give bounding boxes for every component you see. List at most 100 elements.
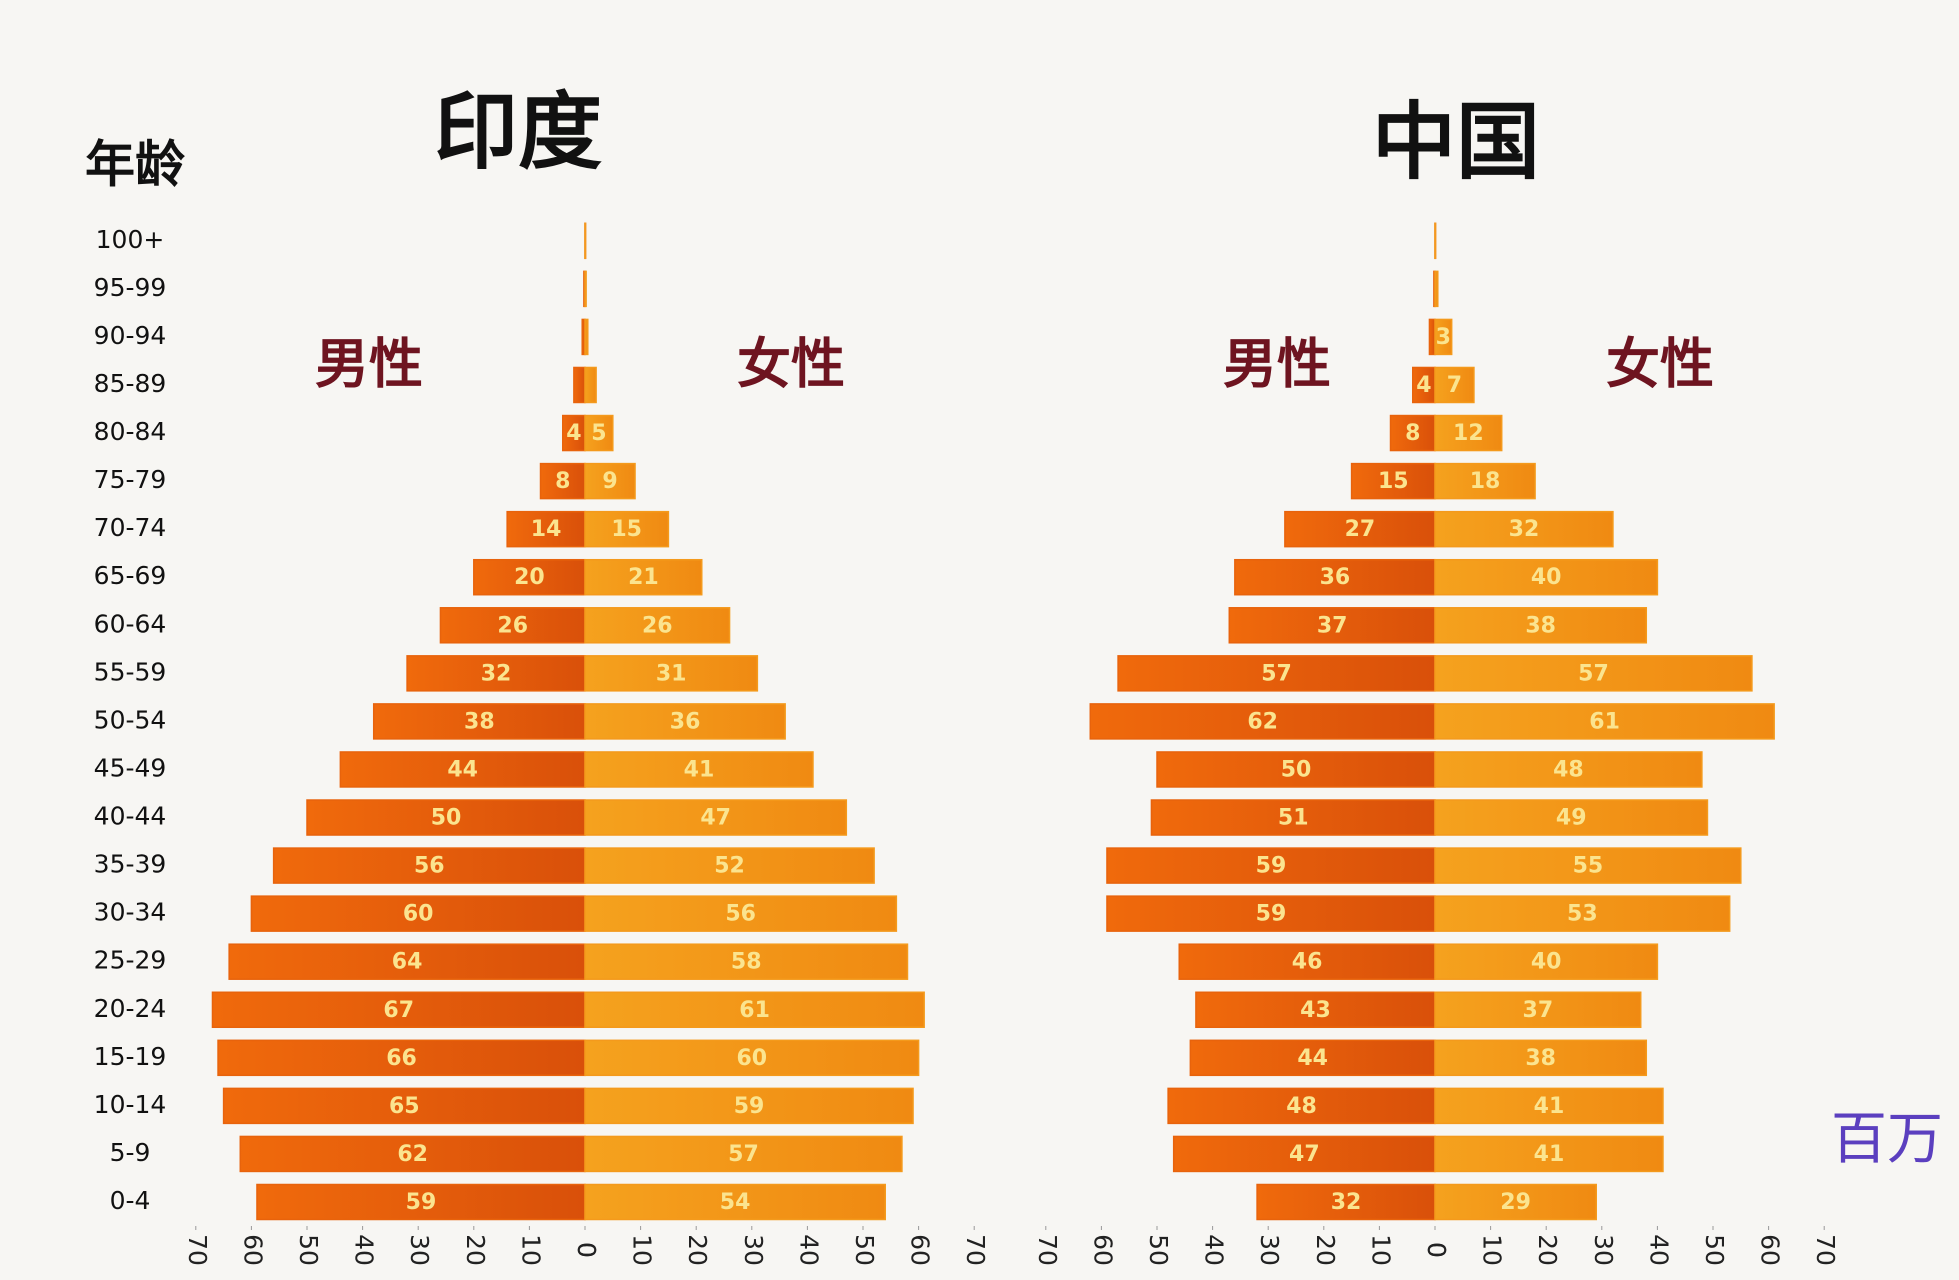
age-label: 5-9 bbox=[110, 1138, 151, 1167]
value-label: 4 bbox=[1416, 373, 1431, 398]
bar bbox=[1117, 655, 1436, 692]
value-label: 8 bbox=[1405, 421, 1420, 446]
value-label: 38 bbox=[1525, 1046, 1556, 1071]
value-label: 49 bbox=[1556, 806, 1587, 831]
value-label: 56 bbox=[725, 902, 756, 927]
x-tick-label: 50 bbox=[1144, 1234, 1173, 1266]
bar bbox=[1228, 607, 1436, 644]
value-label: 9 bbox=[602, 469, 617, 494]
bar bbox=[584, 1087, 914, 1125]
x-tick-label: 0 bbox=[1422, 1242, 1451, 1258]
value-label: 64 bbox=[392, 950, 423, 975]
bar bbox=[584, 943, 909, 980]
bar bbox=[1178, 943, 1436, 980]
value-label: 50 bbox=[1281, 757, 1312, 782]
value-label: 67 bbox=[383, 998, 414, 1023]
value-label: 14 bbox=[531, 517, 562, 542]
bar bbox=[439, 607, 586, 644]
value-label: 58 bbox=[731, 950, 762, 975]
bar bbox=[584, 895, 898, 932]
value-label: 59 bbox=[1256, 854, 1287, 879]
bar bbox=[1156, 751, 1436, 788]
bar bbox=[250, 895, 586, 932]
value-label: 48 bbox=[1553, 757, 1584, 782]
bar bbox=[584, 655, 759, 692]
x-tick-label: 40 bbox=[350, 1234, 379, 1266]
value-label: 5 bbox=[591, 421, 606, 446]
bar bbox=[256, 1183, 586, 1221]
bar bbox=[539, 462, 586, 500]
bar bbox=[1434, 751, 1703, 788]
bar bbox=[584, 799, 848, 836]
bar bbox=[584, 847, 875, 884]
x-tick-label: 40 bbox=[1200, 1234, 1229, 1266]
bar bbox=[573, 366, 586, 404]
x-tick-label: 30 bbox=[405, 1234, 434, 1266]
bar bbox=[217, 1039, 586, 1077]
bar bbox=[306, 799, 586, 836]
legend-label: 男性 bbox=[1223, 333, 1331, 396]
bar bbox=[1434, 222, 1437, 260]
bar bbox=[1434, 558, 1659, 596]
bar bbox=[1434, 366, 1475, 404]
age-label: 0-4 bbox=[110, 1186, 151, 1215]
value-label: 57 bbox=[1578, 661, 1609, 686]
age-label: 65-69 bbox=[94, 561, 167, 590]
value-label: 53 bbox=[1567, 902, 1598, 927]
value-label: 41 bbox=[684, 757, 715, 782]
bar bbox=[1350, 462, 1436, 500]
value-label: 29 bbox=[1500, 1190, 1531, 1215]
age-label: 40-44 bbox=[94, 802, 167, 831]
bar bbox=[1434, 847, 1742, 884]
x-tick-label: 20 bbox=[1533, 1234, 1562, 1266]
bar bbox=[372, 703, 586, 740]
value-label: 57 bbox=[1261, 661, 1292, 686]
value-label: 46 bbox=[1292, 950, 1323, 975]
bar bbox=[1434, 703, 1775, 740]
value-label: 18 bbox=[1470, 469, 1501, 494]
age-label: 80-84 bbox=[94, 417, 167, 446]
x-tick-label: 70 bbox=[183, 1234, 212, 1266]
age-label: 10-14 bbox=[94, 1090, 167, 1119]
value-label: 20 bbox=[514, 565, 545, 590]
value-label: 15 bbox=[1378, 469, 1409, 494]
bar bbox=[584, 1135, 903, 1173]
bar bbox=[1234, 558, 1436, 596]
value-label: 32 bbox=[1509, 517, 1540, 542]
value-label: 56 bbox=[414, 854, 445, 879]
value-label: 47 bbox=[1289, 1142, 1320, 1167]
value-label: 51 bbox=[1278, 806, 1309, 831]
bar bbox=[584, 1039, 920, 1077]
bar bbox=[1189, 1039, 1436, 1077]
value-label: 59 bbox=[1256, 902, 1287, 927]
value-label: 41 bbox=[1534, 1142, 1565, 1167]
bar bbox=[1434, 318, 1453, 356]
x-tick-label: 0 bbox=[572, 1242, 601, 1258]
bar bbox=[1434, 607, 1648, 644]
bar bbox=[584, 558, 703, 596]
value-label: 40 bbox=[1531, 565, 1562, 590]
bar bbox=[1428, 318, 1436, 356]
value-label: 61 bbox=[739, 998, 770, 1023]
x-tick-label: 60 bbox=[238, 1234, 267, 1266]
value-label: 44 bbox=[447, 757, 478, 782]
value-label: 27 bbox=[1345, 517, 1376, 542]
bar bbox=[222, 1087, 586, 1125]
bar bbox=[272, 847, 586, 884]
bar bbox=[1434, 943, 1659, 980]
x-tick-label: 40 bbox=[1644, 1234, 1673, 1266]
bar bbox=[584, 270, 587, 308]
value-label: 47 bbox=[700, 806, 731, 831]
x-tick-label: 40 bbox=[794, 1234, 823, 1266]
value-label: 60 bbox=[736, 1046, 767, 1071]
bar bbox=[1434, 1135, 1664, 1173]
bar bbox=[1434, 655, 1753, 692]
bar bbox=[584, 991, 925, 1029]
bar bbox=[1434, 991, 1642, 1029]
value-label: 38 bbox=[464, 709, 495, 734]
x-tick-label: 30 bbox=[739, 1234, 768, 1266]
x-tick-label: 10 bbox=[1366, 1234, 1395, 1266]
value-label: 8 bbox=[555, 469, 570, 494]
value-label: 32 bbox=[1331, 1190, 1362, 1215]
